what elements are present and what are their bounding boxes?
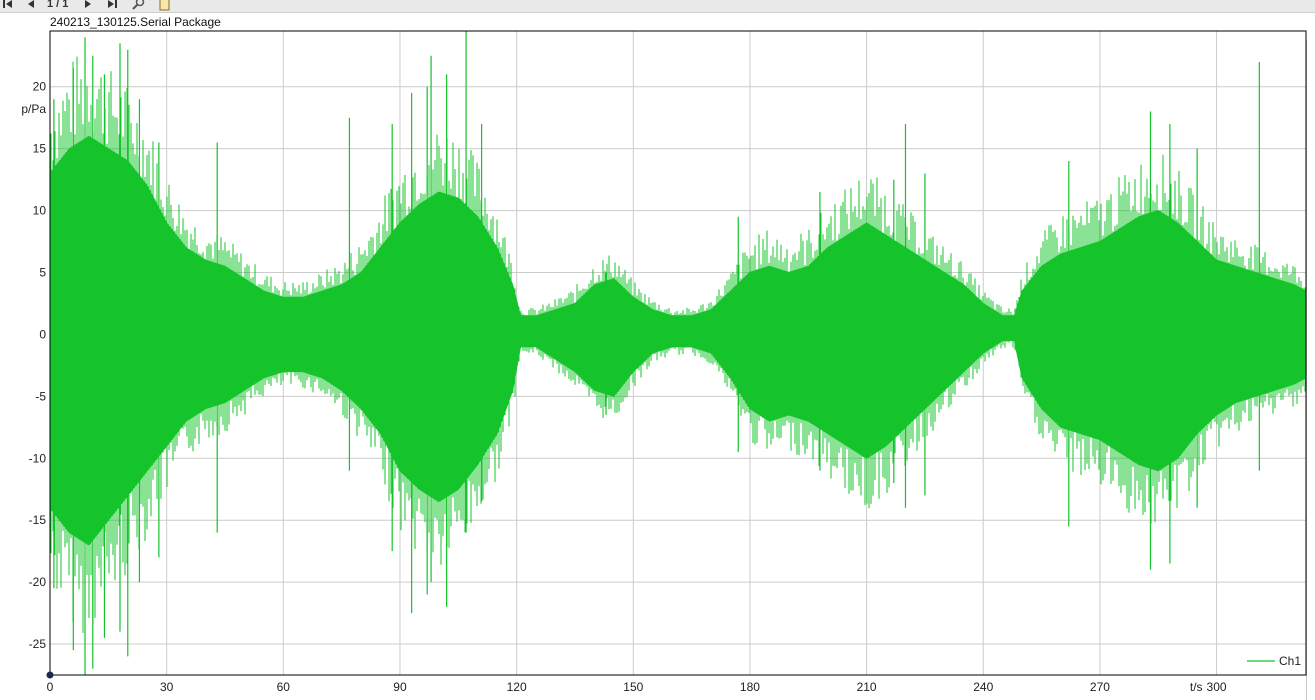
y-tick-label: 20 — [33, 80, 47, 94]
x-tick-label: 270 — [1090, 680, 1110, 694]
signal-spikes — [50, 56, 1306, 633]
x-tick-label: 180 — [740, 680, 760, 694]
y-tick-label: -25 — [29, 637, 47, 651]
legend-label: Ch1 — [1279, 654, 1301, 668]
y-tick-label: -5 — [35, 389, 46, 403]
first-page-icon[interactable] — [2, 0, 14, 11]
x-tick-label: 30 — [160, 680, 174, 694]
zoom-tool-icon[interactable] — [131, 0, 145, 11]
prev-page-icon[interactable] — [26, 0, 36, 11]
x-tick-label: 90 — [393, 680, 407, 694]
y-axis-ticks: 20 15 10 5 0 -5 -10 -15 -20 -25 — [29, 80, 47, 651]
next-page-icon[interactable] — [83, 0, 93, 11]
signal-envelope — [49, 135, 1307, 546]
last-page-icon[interactable] — [106, 0, 118, 11]
y-tick-label: 0 — [39, 327, 46, 341]
y-tick-label: -15 — [29, 513, 47, 527]
x-tick-label: 120 — [507, 680, 527, 694]
series-ch1 — [49, 31, 1307, 675]
y-axis-label: p/Pa — [21, 102, 46, 116]
x-tick-label: 150 — [623, 680, 643, 694]
y-tick-label: -10 — [29, 451, 47, 465]
x-tick-label: 210 — [857, 680, 877, 694]
y-tick-label: 10 — [33, 204, 47, 218]
clipboard-icon[interactable] — [158, 0, 172, 11]
x-tick-label: 240 — [973, 680, 993, 694]
toolbar: 1 / 1 — [0, 0, 1315, 13]
x-tick-label: 60 — [277, 680, 291, 694]
x-axis-label: t/s — [1190, 680, 1203, 694]
window-title: 240213_130125.Serial Package — [50, 15, 221, 29]
cursor-marker[interactable] — [46, 671, 54, 679]
legend: Ch1 — [1247, 654, 1301, 668]
y-tick-label: 15 — [33, 142, 47, 156]
x-tick-label: 0 — [47, 680, 54, 694]
y-tick-label: 5 — [39, 266, 46, 280]
x-tick-label: 300 — [1207, 680, 1227, 694]
plot-frame — [49, 30, 1307, 676]
x-axis-ticks: 0 30 60 90 120 150 180 210 240 270 300 — [47, 680, 1227, 694]
page-indicator: 1 / 1 — [47, 0, 69, 10]
y-tick-label: -20 — [29, 575, 47, 589]
